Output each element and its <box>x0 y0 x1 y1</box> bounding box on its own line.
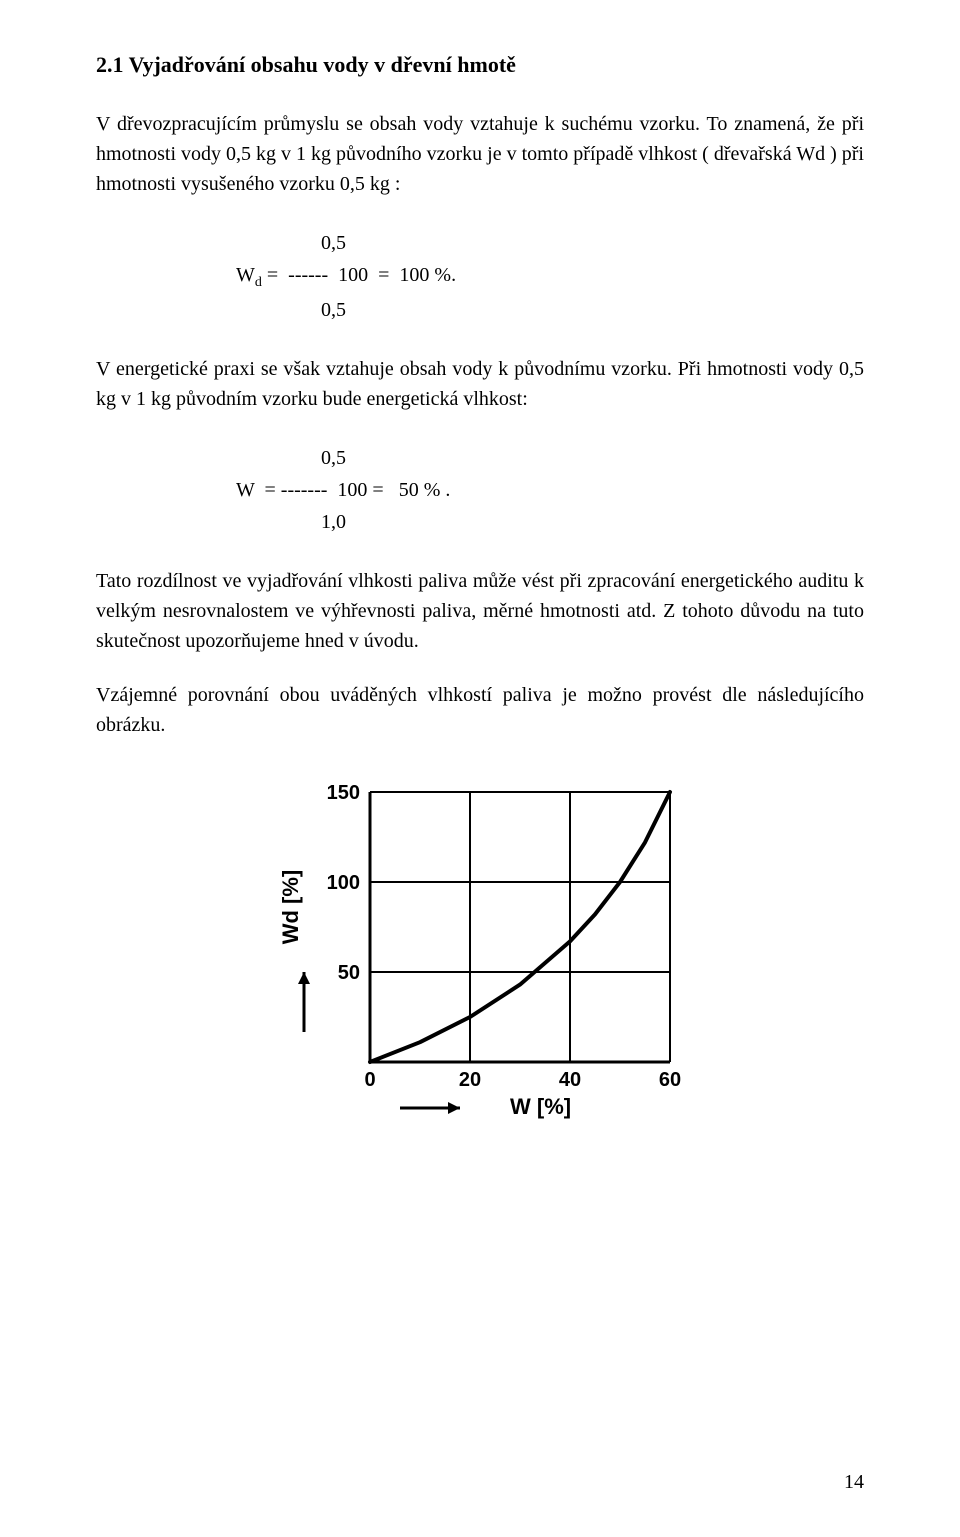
svg-text:50: 50 <box>338 962 360 984</box>
paragraph-3: Tato rozdílnost ve vyjadřování vlhkosti … <box>96 566 864 656</box>
formula-1-numerator: 0,5 <box>236 227 864 259</box>
svg-text:0: 0 <box>364 1069 375 1091</box>
formula-2-numerator: 0,5 <box>236 442 864 474</box>
svg-text:60: 60 <box>659 1069 681 1091</box>
svg-text:40: 40 <box>559 1069 581 1091</box>
formula-2-denominator: 1,0 <box>236 506 864 538</box>
formula-2-main: W = ------- 100 = 50 % . <box>236 474 864 506</box>
paragraph-2: V energetické praxi se však vztahuje obs… <box>96 354 864 414</box>
section-heading: 2.1 Vyjadřování obsahu vody v dřevní hmo… <box>96 48 864 81</box>
svg-text:20: 20 <box>459 1069 481 1091</box>
formula-1-main: Wd = ------ 100 = 100 %. <box>236 259 864 294</box>
page-number: 14 <box>844 1467 864 1497</box>
formula-1-denominator: 0,5 <box>236 294 864 326</box>
formula-1: 0,5 Wd = ------ 100 = 100 %. 0,5 <box>236 227 864 326</box>
paragraph-4: Vzájemné porovnání obou uváděných vlhkos… <box>96 680 864 740</box>
svg-text:W [%]: W [%] <box>510 1094 571 1119</box>
paragraph-1: V dřevozpracujícím průmyslu se obsah vod… <box>96 109 864 199</box>
svg-text:100: 100 <box>327 872 360 894</box>
wd-vs-w-chart: 0 20 40 60 50 100 150 W [%] Wd [%] <box>270 772 690 1132</box>
svg-text:Wd [%]: Wd [%] <box>278 870 303 945</box>
subscript-d: d <box>255 275 262 290</box>
formula-2: 0,5 W = ------- 100 = 50 % . 1,0 <box>236 442 864 538</box>
page-root: 2.1 Vyjadřování obsahu vody v dřevní hmo… <box>0 0 960 1537</box>
svg-text:150: 150 <box>327 782 360 804</box>
chart-wrapper: 0 20 40 60 50 100 150 W [%] Wd [%] <box>96 772 864 1132</box>
